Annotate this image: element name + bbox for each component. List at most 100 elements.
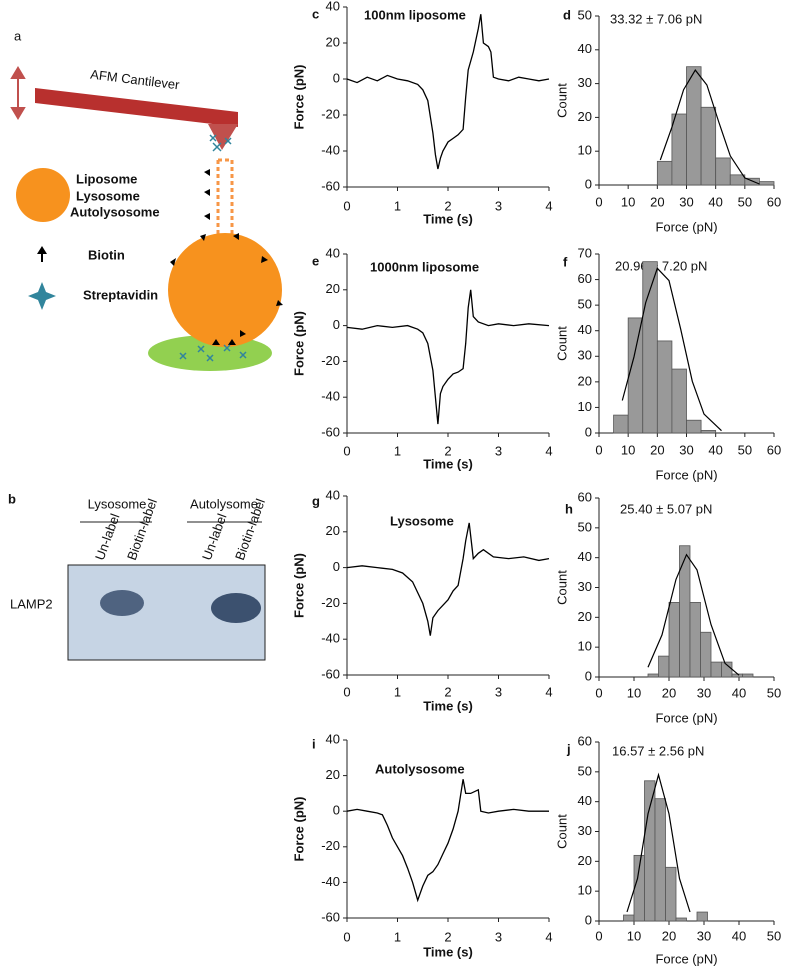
y-tick-label: 60 — [578, 489, 592, 504]
x-tick-label: 0 — [595, 194, 602, 209]
y-tick-label: 20 — [326, 281, 340, 296]
y-tick-label: 60 — [578, 271, 592, 286]
blot-band — [211, 593, 261, 623]
x-tick-label: 1 — [394, 929, 401, 944]
x-tick-label: 40 — [708, 194, 722, 209]
x-tick-label: 30 — [679, 194, 693, 209]
tip-streptavidin — [209, 134, 232, 152]
bar — [627, 317, 644, 434]
x-tick-label: 30 — [679, 442, 693, 457]
chart-title: 1000nm liposome — [370, 259, 479, 274]
y-tick-label: 50 — [578, 519, 592, 534]
x-tick-label: 4 — [545, 684, 552, 699]
y-tick-label: 0 — [333, 317, 340, 332]
x-tick-label: 0 — [343, 443, 350, 458]
y-tick-label: 0 — [333, 70, 340, 85]
lane-label: Un-label — [199, 511, 230, 562]
y-tick-label: -20 — [321, 838, 340, 853]
x-axis-label: Force (pN) — [655, 951, 717, 966]
fit-curve — [659, 69, 760, 185]
x-axis-label: Time (s) — [423, 698, 473, 713]
x-tick-label: 60 — [767, 442, 781, 457]
x-tick-label: 20 — [662, 685, 676, 700]
x-tick-label: 3 — [495, 198, 502, 213]
bar — [654, 798, 666, 922]
x-tick-label: 0 — [595, 685, 602, 700]
x-axis-label: Time (s) — [423, 211, 473, 226]
panel-letter: f — [563, 254, 568, 269]
streptavidin-label: Streptavidin — [83, 287, 158, 302]
y-tick-label: -60 — [321, 666, 340, 681]
fit-curve — [621, 267, 722, 432]
x-axis-label: Force (pN) — [655, 219, 717, 234]
y-tick-label: 0 — [585, 912, 592, 927]
x-tick-label: 50 — [767, 928, 781, 943]
y-tick-label: -60 — [321, 178, 340, 193]
x-tick-label: 50 — [767, 685, 781, 700]
y-tick-label: 10 — [578, 399, 592, 414]
annotation: 16.57 ± 2.56 pN — [612, 743, 704, 758]
y-axis-label: Force (pN) — [291, 65, 306, 130]
bar — [686, 66, 702, 186]
lane-label: Un-label — [92, 511, 123, 562]
cantilever — [35, 88, 238, 127]
x-tick-label: 20 — [650, 194, 664, 209]
legend-vesicle — [16, 168, 70, 222]
bar — [647, 673, 659, 678]
x-tick-label: 0 — [343, 929, 350, 944]
panel-letter: c — [312, 6, 319, 21]
x-tick-label: 30 — [697, 685, 711, 700]
force-trace — [346, 522, 550, 636]
group-label: Autolysome — [190, 496, 258, 511]
y-axis-label: Force (pN) — [291, 311, 306, 376]
panel-letter: g — [312, 493, 320, 508]
x-tick-label: 3 — [495, 443, 502, 458]
y-tick-label: 30 — [578, 348, 592, 363]
x-tick-label: 4 — [545, 443, 552, 458]
y-tick-label: 10 — [578, 883, 592, 898]
y-tick-label: 40 — [578, 41, 592, 56]
y-tick-label: 60 — [578, 733, 592, 748]
bar — [671, 113, 687, 186]
bar — [679, 545, 691, 678]
x-tick-label: 0 — [595, 928, 602, 943]
x-axis-label: Force (pN) — [655, 710, 717, 725]
biotin-icon — [37, 246, 47, 262]
x-tick-label: 40 — [732, 685, 746, 700]
bar — [656, 160, 673, 186]
panel-letter: j — [566, 741, 571, 756]
chart-title: Autolysosome — [375, 761, 465, 776]
cantilever-tip — [208, 124, 238, 150]
legend-label: Lysosome — [76, 188, 140, 203]
cantilever-label: AFM Cantilever — [90, 67, 181, 93]
x-tick-label: 1 — [394, 443, 401, 458]
y-axis-label: Count — [554, 83, 569, 118]
y-axis-label: Count — [554, 326, 569, 361]
x-tick-label: 2 — [444, 929, 451, 944]
group-label: Lysosome — [88, 496, 147, 511]
vesicle — [168, 233, 282, 347]
y-tick-label: 50 — [578, 297, 592, 312]
bar — [742, 673, 754, 678]
bar — [675, 917, 687, 922]
y-axis-label: Count — [554, 570, 569, 605]
y-tick-label: 30 — [578, 75, 592, 90]
fit-curve — [626, 772, 691, 913]
x-tick-label: 10 — [627, 685, 641, 700]
x-tick-label: 3 — [495, 684, 502, 699]
bar — [759, 181, 775, 186]
y-axis-label: Force (pN) — [291, 797, 306, 862]
y-tick-label: -20 — [321, 595, 340, 610]
bar — [665, 866, 677, 922]
bar — [710, 661, 722, 678]
bar — [696, 911, 708, 922]
force-trace — [346, 779, 549, 903]
x-tick-label: 50 — [738, 194, 752, 209]
bar — [700, 106, 717, 186]
y-tick-label: 40 — [578, 322, 592, 337]
bar — [700, 631, 712, 678]
bar — [668, 602, 680, 678]
bar — [642, 261, 658, 434]
fit-curve — [647, 553, 740, 676]
x-axis-label: Time (s) — [423, 944, 473, 959]
